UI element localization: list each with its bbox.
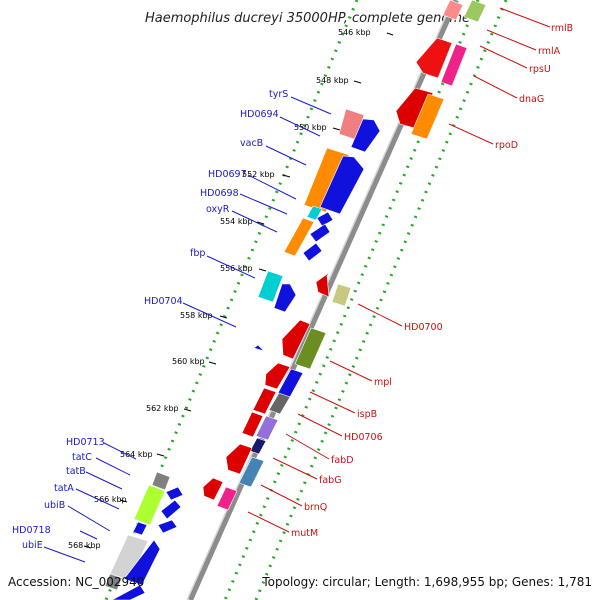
gene-label-HD0718: HD0718 xyxy=(12,525,51,536)
genome-summary-text: Topology: circular; Length: 1,698,955 bp… xyxy=(261,575,592,589)
gene-block xyxy=(440,43,468,87)
tick-label: 564 kbp xyxy=(120,450,153,459)
gene-label-brnQ: brnQ xyxy=(304,502,327,513)
gene-block xyxy=(157,519,178,534)
gene-label-HD0698: HD0698 xyxy=(200,188,239,199)
gene-label-fabG: fabG xyxy=(319,475,342,486)
tick-label: 550 kbp xyxy=(294,123,327,132)
gene-label-rpsU: rpsU xyxy=(529,64,551,75)
gene-block xyxy=(249,437,267,455)
tick-label: 560 kbp xyxy=(172,357,205,366)
gene-label-oxyR: oxyR xyxy=(206,204,230,215)
gene-block xyxy=(273,283,297,313)
inner-gene-blocks xyxy=(202,0,487,511)
gene-block xyxy=(202,477,224,501)
gene-block xyxy=(350,118,381,153)
gene-label-HD0697: HD0697 xyxy=(208,169,247,180)
gene-label-tatA: tatA xyxy=(54,483,74,494)
tick-label: 562 kbp xyxy=(146,404,179,413)
gene-block xyxy=(216,486,238,511)
gene-block xyxy=(331,283,352,307)
gene-label-HD0706: HD0706 xyxy=(344,432,383,443)
gene-block xyxy=(264,362,291,390)
gene-label-HD0694: HD0694 xyxy=(240,109,279,120)
left-leader-lines xyxy=(43,96,332,563)
gene-label-rmlB: rmlB xyxy=(551,23,573,34)
gene-block xyxy=(306,205,323,221)
gene-label-tatB: tatB xyxy=(66,466,86,477)
gene-block xyxy=(132,521,148,536)
gene-block xyxy=(104,573,123,591)
gene-block xyxy=(410,93,445,140)
gene-label-ubiB: ubiB xyxy=(44,500,65,511)
gene-label-tatC: tatC xyxy=(72,452,92,463)
tick-label: 558 kbp xyxy=(180,311,213,320)
gene-block xyxy=(257,270,284,303)
gene-label-fbp: fbp xyxy=(190,248,205,259)
gene-label-HD0704: HD0704 xyxy=(144,296,183,307)
gene-label-rpoD: rpoD xyxy=(495,140,518,151)
gene-block xyxy=(463,0,487,23)
gene-block xyxy=(303,147,350,213)
gene-block xyxy=(315,271,331,298)
gene-block xyxy=(151,471,171,491)
gene-block xyxy=(442,0,464,21)
gene-block xyxy=(133,484,166,526)
tick-label: 554 kbp xyxy=(220,217,253,226)
gene-label-rmlA: rmlA xyxy=(538,46,561,57)
gene-label-mutM: mutM xyxy=(291,528,318,539)
gene-label-dnaG: dnaG xyxy=(519,94,544,105)
inner-tick-ring-1 xyxy=(223,0,480,600)
gene-label-mpl: mpl xyxy=(374,377,392,388)
gene-label-vacB: vacB xyxy=(240,138,263,149)
gene-label-ispB: ispB xyxy=(357,409,377,420)
tick-label: 548 kbp xyxy=(316,76,349,85)
gene-block xyxy=(255,415,279,441)
gene-block xyxy=(252,387,277,415)
gene-block xyxy=(319,155,365,215)
gene-label-HD0713: HD0713 xyxy=(66,437,105,448)
map-title: Haemophilus ducreyi 35000HP, complete ge… xyxy=(145,11,470,26)
tick-label: 566 kbp xyxy=(94,495,127,504)
tick-marks xyxy=(83,32,394,549)
gene-block xyxy=(294,327,327,370)
gene-block xyxy=(123,539,161,586)
gene-block xyxy=(268,392,291,415)
outer-gene-blocks xyxy=(104,108,381,600)
gene-label-tyrS: tyrS xyxy=(269,89,288,100)
gene-block xyxy=(415,37,453,79)
inner-tick-ring-2 xyxy=(254,0,508,600)
right-leader-lines xyxy=(247,7,551,533)
gene-block xyxy=(283,217,315,257)
tick-label: 552 kbp xyxy=(242,170,275,179)
tick-label: 546 kbp xyxy=(338,28,371,37)
accession-text: Accession: NC_002940 xyxy=(8,575,144,589)
gene-label-ubiE: ubiE xyxy=(22,540,43,551)
gene-label-fabD: fabD xyxy=(331,455,354,466)
gene-block xyxy=(395,87,434,130)
gene-block xyxy=(165,486,184,501)
gene-block xyxy=(302,242,323,262)
gene-block xyxy=(309,223,331,243)
tick-label: 556 kbp xyxy=(220,264,253,273)
tick-label: 568 kbp xyxy=(68,541,101,550)
gene-block xyxy=(281,319,311,360)
gene-label-HD0700: HD0700 xyxy=(404,322,443,333)
gene-block xyxy=(160,499,182,520)
gene-block xyxy=(241,411,264,438)
gene-block xyxy=(111,584,146,600)
gene-block xyxy=(225,443,253,475)
gene-block xyxy=(253,344,265,352)
gene-block xyxy=(238,456,265,488)
